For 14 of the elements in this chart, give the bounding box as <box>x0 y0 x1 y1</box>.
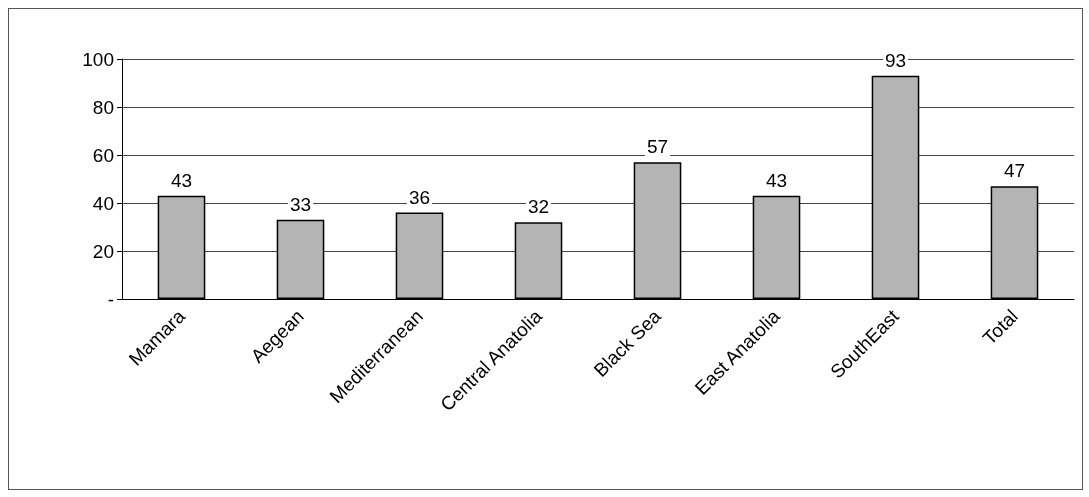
data-label: 36 <box>408 186 431 208</box>
y-tick-label: 80 <box>92 96 114 118</box>
y-tick-label: - <box>107 288 114 310</box>
data-label: 43 <box>765 169 788 191</box>
data-label: 32 <box>527 196 550 218</box>
data-label: 47 <box>1003 160 1026 182</box>
y-tick-label: 20 <box>92 240 114 262</box>
data-label: 33 <box>289 193 312 215</box>
y-tick-label: 40 <box>92 192 114 214</box>
data-label: 43 <box>170 169 193 191</box>
data-label: 57 <box>646 136 669 158</box>
y-tick-label: 60 <box>92 144 114 166</box>
data-label: 93 <box>884 49 907 71</box>
y-tick-label: 100 <box>82 48 114 70</box>
